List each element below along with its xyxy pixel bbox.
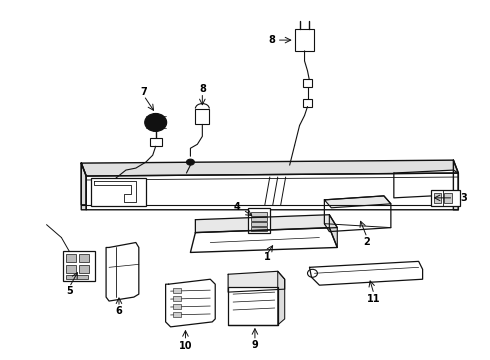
Bar xyxy=(172,288,180,293)
Text: 3: 3 xyxy=(460,193,467,203)
Polygon shape xyxy=(394,170,458,205)
Bar xyxy=(251,212,267,216)
Bar xyxy=(251,227,267,231)
Bar xyxy=(172,304,180,309)
Polygon shape xyxy=(329,215,337,247)
Bar xyxy=(66,265,76,273)
Text: 10: 10 xyxy=(179,341,192,351)
Polygon shape xyxy=(453,160,458,210)
Text: 8: 8 xyxy=(199,84,206,94)
Bar xyxy=(91,178,146,206)
Polygon shape xyxy=(278,271,285,325)
Bar xyxy=(66,275,88,279)
Polygon shape xyxy=(94,181,136,202)
Bar xyxy=(79,265,89,273)
Text: 5: 5 xyxy=(66,286,73,296)
Bar xyxy=(228,287,278,325)
Bar xyxy=(251,222,267,226)
Polygon shape xyxy=(324,196,391,208)
Bar xyxy=(172,296,180,301)
Bar xyxy=(434,193,441,203)
Bar xyxy=(63,251,95,281)
Text: 4: 4 xyxy=(233,202,240,212)
Polygon shape xyxy=(106,243,139,301)
Text: 7: 7 xyxy=(141,87,147,97)
Text: 1: 1 xyxy=(264,252,270,262)
Polygon shape xyxy=(310,261,422,285)
Bar xyxy=(172,312,180,317)
Polygon shape xyxy=(81,160,458,176)
Bar xyxy=(196,109,209,125)
Bar xyxy=(431,190,460,206)
Bar xyxy=(66,255,76,262)
Bar xyxy=(248,208,270,233)
Polygon shape xyxy=(228,271,285,292)
Polygon shape xyxy=(81,163,86,210)
Polygon shape xyxy=(324,196,391,231)
Text: 8: 8 xyxy=(268,35,275,45)
Bar xyxy=(251,217,267,221)
Polygon shape xyxy=(81,163,86,205)
Text: 6: 6 xyxy=(116,306,122,316)
Bar xyxy=(150,138,162,146)
Bar xyxy=(294,29,315,51)
Polygon shape xyxy=(166,279,215,327)
Polygon shape xyxy=(86,173,458,210)
Ellipse shape xyxy=(145,113,167,131)
Text: 2: 2 xyxy=(364,237,370,247)
Ellipse shape xyxy=(187,159,195,165)
Polygon shape xyxy=(196,215,337,233)
Bar xyxy=(302,79,313,87)
Bar xyxy=(444,193,452,203)
Bar xyxy=(302,99,313,107)
Polygon shape xyxy=(191,228,337,252)
Text: 9: 9 xyxy=(251,340,258,350)
Text: 11: 11 xyxy=(367,294,381,304)
Bar xyxy=(79,255,89,262)
